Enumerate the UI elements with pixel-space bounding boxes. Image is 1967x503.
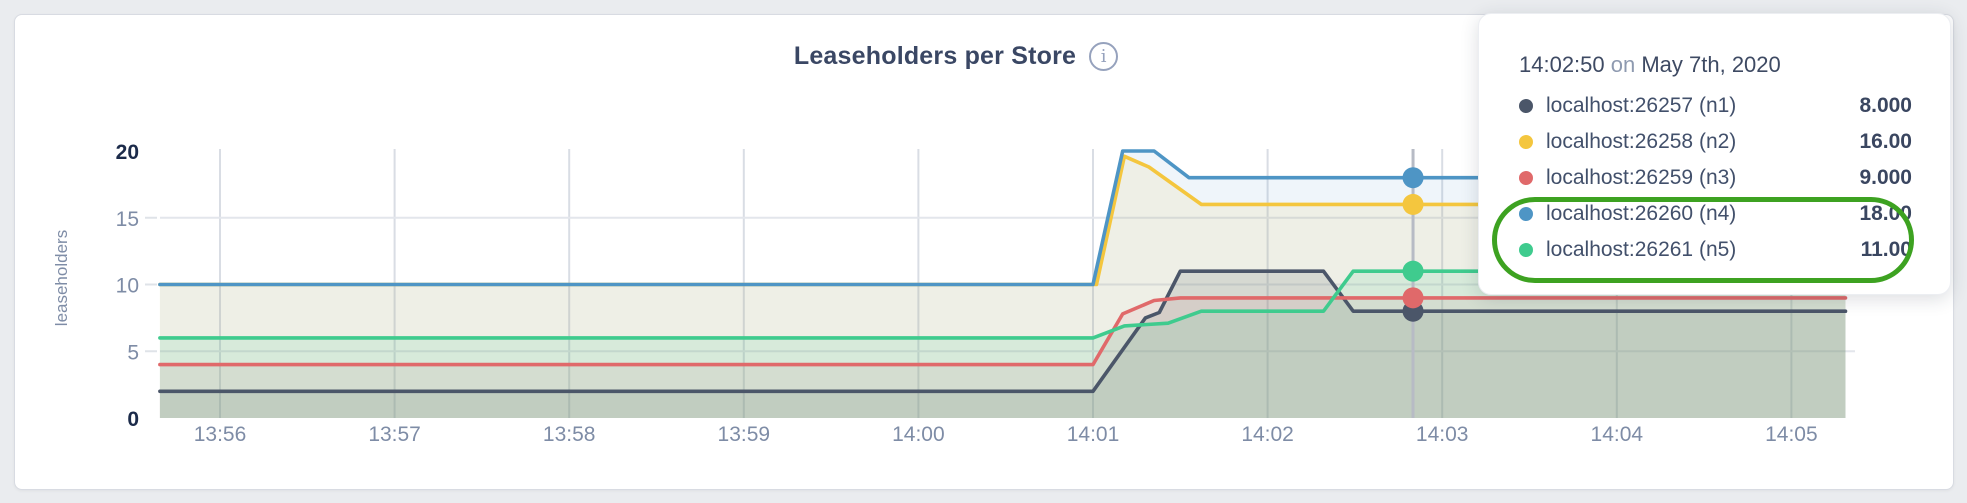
series-area [159,271,1846,418]
tooltip-series-value: 16.00 [1859,130,1912,153]
tooltip-series-label: localhost:26260 (n4) [1546,202,1737,225]
legend-dot-icon [1519,171,1533,185]
legend-dot-icon [1519,243,1533,257]
tooltip-time: 14:02:50 [1519,52,1605,77]
x-tick-label: 14:03 [1416,423,1469,446]
tooltip-series-label: localhost:26261 (n5) [1546,238,1737,261]
tooltip-series-value: 8.000 [1859,94,1912,117]
x-tick-label: 14:04 [1591,423,1644,446]
hover-dot [1402,167,1424,189]
series-line [158,149,1848,287]
hover-dot [1402,193,1424,215]
tooltip-legend: localhost:26257 (n1) 8.000 localhost:26258… [1519,88,1912,268]
info-icon[interactable]: i [1089,42,1119,71]
tooltip-series-label: localhost:26259 (n3) [1546,166,1737,189]
x-tick-label: 13:59 [718,423,771,446]
x-tick-label: 14:05 [1765,423,1818,446]
series-area [159,271,1846,418]
series-line [158,269,1848,340]
tooltip-series-value: 11.00 [1860,238,1912,261]
x-tick-label: 14:02 [1241,423,1294,446]
tooltip-row: localhost:26258 (n2) 16.00 [1519,124,1912,160]
chart-card: Leaseholders per Store i leaseholders 13… [14,13,1954,490]
series-area [159,156,1846,419]
tooltip-series-label: localhost:26257 (n1) [1546,94,1737,117]
tooltip-date: May 7th, 2020 [1641,52,1781,77]
x-tick-label: 13:58 [543,423,596,446]
y-tick-label: 20 [116,141,139,164]
legend-dot-icon [1519,135,1533,149]
legend-dot-icon [1519,207,1533,221]
leaseholders-chart[interactable]: 13:56 13:57 13:58 13:59 14:00 14:01 14:02 14:03… [55,135,1915,465]
legend-dot-icon [1519,99,1533,113]
y-tick-label: 15 [116,208,139,231]
chart-header: Leaseholders per Store i [0,42,1925,71]
x-tick-label: 14:01 [1067,423,1120,446]
x-tick-label: 13:57 [368,423,421,446]
tooltip-row: localhost:26259 (n3) 9.000 [1519,160,1912,196]
tooltip-row: localhost:26257 (n1) 8.000 [1519,88,1912,124]
tooltip-series-value: 9.000 [1859,166,1912,189]
page-title: Leaseholders per Store [793,42,1077,70]
tooltip-row: localhost:26260 (n4) 18.00 [1519,196,1912,232]
tooltip-timestamp: 14:02:50 on May 7th, 2020 [1519,52,1912,78]
hover-dot [1402,287,1424,309]
y-tick-label: 5 [127,341,139,364]
tooltip-conjunction: on [1604,52,1642,77]
series-line [158,296,1848,367]
series-area [159,297,1846,418]
x-tick-label: 14:00 [892,423,945,446]
tooltip-row: localhost:26261 (n5) 11.00 [1519,232,1912,268]
y-tick-label: 0 [127,408,139,431]
y-tick-label: 10 [116,275,139,298]
series-line [158,269,1848,394]
x-tick-label: 13:56 [194,423,247,446]
hover-dot [1402,260,1424,282]
tooltip-series-label: localhost:26258 (n2) [1546,130,1737,153]
tooltip-series-value: 18.00 [1859,202,1912,225]
hover-tooltip: 14:02:50 on May 7th, 2020 localhost:2625… [1478,13,1951,295]
